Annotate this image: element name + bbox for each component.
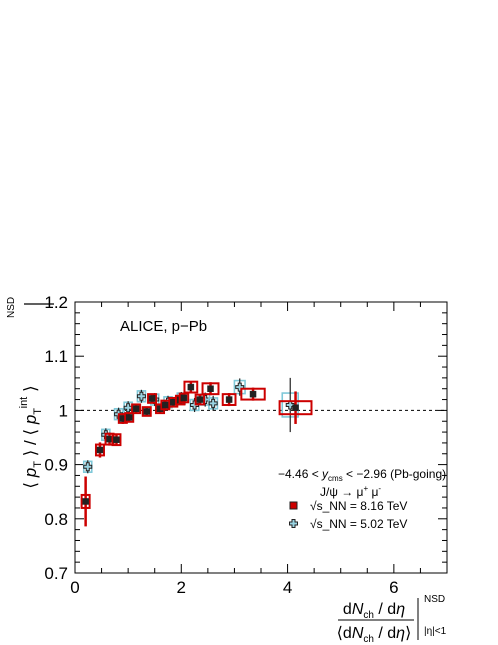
x-tick-label: 0 (70, 578, 79, 597)
svg-text:⟨ pT ⟩ / ⟨ pTint ⟩: ⟨ pT ⟩ / ⟨ pTint ⟩ (18, 385, 44, 488)
data-point (113, 436, 120, 443)
legend-item-0: √s_NN = 8.16 TeV (289, 499, 407, 513)
data-point (132, 405, 140, 413)
data-point (83, 462, 93, 472)
decay-label: J/ψ → μ+ μ- (320, 484, 381, 499)
legend-item-1: √s_NN = 5.02 TeV (289, 517, 407, 531)
data-point (285, 400, 295, 410)
legend-label: √s_NN = 8.16 TeV (310, 499, 407, 513)
data-point (235, 382, 245, 392)
experiment-label: ALICE, p−Pb (120, 318, 207, 335)
series-0 (80, 380, 313, 527)
legend-marker (289, 501, 298, 510)
data-point (82, 498, 89, 505)
data-point (96, 446, 104, 454)
y-tick-label: 1.2 (44, 293, 68, 312)
legend-marker (289, 519, 298, 528)
data-point (187, 383, 195, 391)
data-point (123, 403, 133, 413)
y-tick-label: 1.1 (44, 347, 68, 366)
svg-text:⟨dNch / dη⟩: ⟨dNch / dη⟩ (337, 625, 412, 645)
x-tick-label: 4 (283, 578, 292, 597)
data-point (162, 401, 169, 409)
y-axis-title: ⟨ pT ⟩ / ⟨ pTint ⟩ (18, 385, 44, 488)
y-tick-label: 0.9 (44, 456, 68, 475)
data-point (292, 404, 299, 411)
x-tick-label: 6 (389, 578, 398, 597)
y-tick-label: 1 (59, 401, 68, 420)
data-point (249, 390, 257, 398)
data-point (148, 395, 156, 402)
data-point (180, 394, 188, 402)
rapidity-label: −4.46 < ycms < −2.96 (Pb-going) (278, 467, 446, 483)
data-point (196, 396, 204, 403)
data-point (125, 414, 133, 421)
svg-text:|η|<1: |η|<1 (424, 626, 447, 637)
data-point (208, 398, 218, 408)
svg-text:NSD: NSD (424, 594, 445, 605)
y-tick-label: 0.7 (44, 564, 68, 583)
data-point (136, 391, 146, 401)
svg-text:dNch / dη: dNch / dη (343, 601, 405, 621)
data-point (207, 385, 214, 392)
data-point (143, 408, 150, 415)
x-axis-title: dNch / dη ⟨dNch / dη⟩ NSD |η|<1 (337, 594, 447, 645)
plot-frame (74, 301, 448, 574)
y-tick-label: 0.8 (44, 510, 68, 529)
legend-label: √s_NN = 5.02 TeV (310, 517, 407, 531)
data-point (225, 396, 233, 403)
y-axis-title-nsd: NSD (6, 297, 17, 318)
x-tick-label: 2 (177, 578, 186, 597)
